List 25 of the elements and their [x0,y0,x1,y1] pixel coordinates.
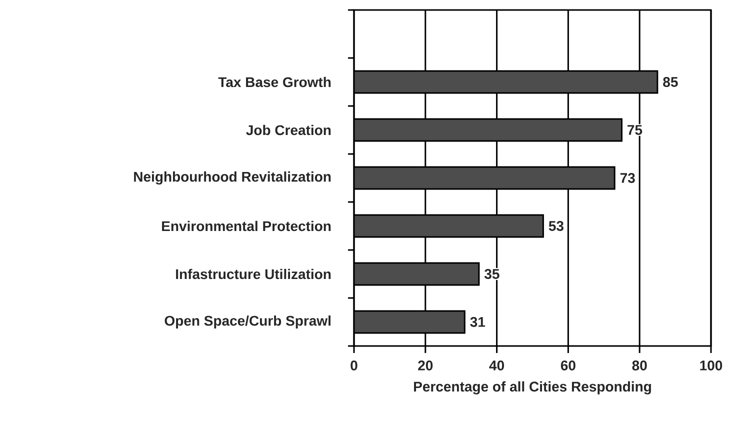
bar [354,70,658,94]
bar [354,262,480,286]
bar [354,166,616,190]
x-axis-title: Percentage of all Cities Responding [414,381,651,394]
bar [354,118,622,142]
x-tick-label: 100 [700,360,722,370]
y-tick-label: Neighbourhood Revitalization [134,171,331,185]
y-tick-label: Environmental Protection [162,220,331,232]
x-tick-label: 20 [418,360,433,370]
x-tick-label: 0 [350,360,358,370]
x-tick-label: 40 [489,360,504,370]
y-tick-label: Tax Base Growth [218,76,331,88]
bar [354,310,466,334]
y-tick-label: Job Creation [246,124,331,136]
data-label: 75 [628,125,642,135]
bar [354,214,544,238]
data-label: 73 [620,173,635,183]
y-tick-label: Infastructure Utilization [176,268,331,280]
x-tick-label: 60 [560,360,576,370]
data-label: 85 [663,77,678,87]
data-label: 35 [484,269,500,279]
x-tick-label: 80 [632,360,647,370]
data-label: 31 [470,317,486,327]
y-tick-label: Open Space/Curb Sprawl [164,315,330,329]
data-label: 53 [548,221,564,231]
